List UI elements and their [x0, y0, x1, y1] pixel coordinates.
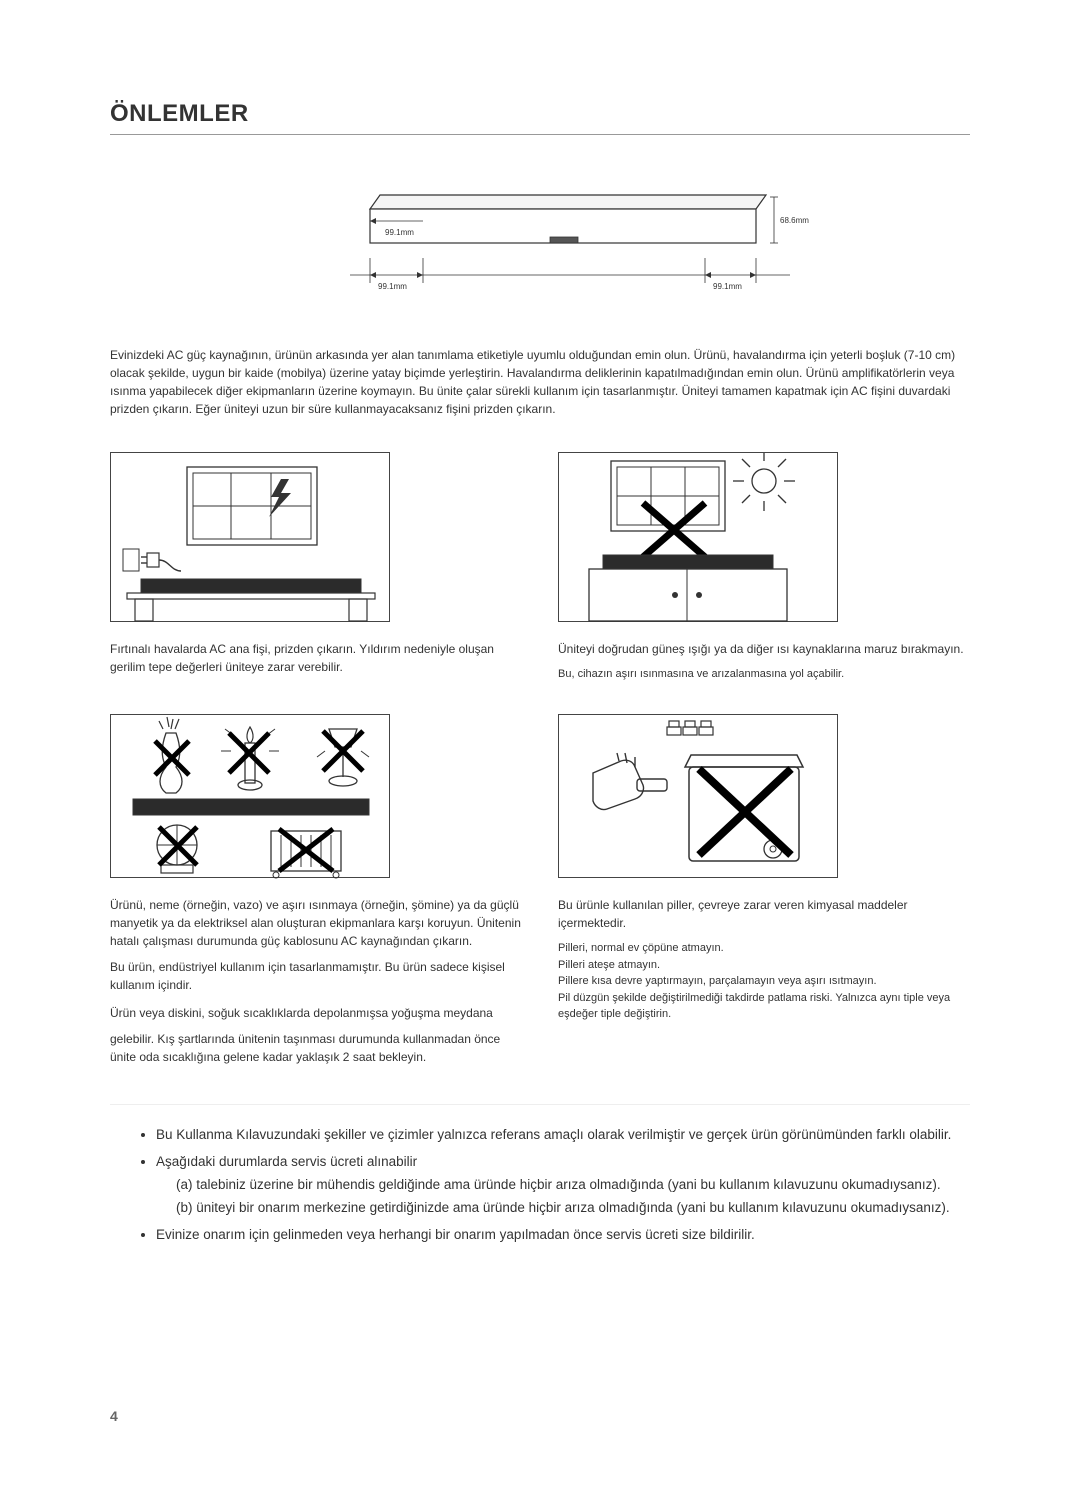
illus-batteries — [558, 714, 838, 878]
illus-sunlight — [558, 452, 838, 622]
caption-bat-a: Bu ürünle kullanılan piller, çevreye zar… — [558, 896, 970, 932]
caption-haz-a: Ürünü, neme (örneğin, vazo) ve aşırı ısı… — [110, 896, 522, 950]
dim-bottom-right: 99.1mm — [713, 282, 742, 291]
soundbar-diagram: 68.6mm 99.1mm 99.1mm 99.1mm — [110, 163, 970, 318]
caption-bat-c: Pilleri ateşe atmayın. — [558, 957, 970, 974]
bullet-3: Evinize onarım için gelinmeden veya herh… — [156, 1225, 970, 1246]
bullet-2b: (b) üniteyi bir onarım merkezine getirdi… — [156, 1198, 970, 1219]
caption-bat-e: Pil düzgün şekilde değiştirilmediği takd… — [558, 990, 970, 1023]
caption-sun-a: Üniteyi doğrudan güneş ışığı ya da diğer… — [558, 640, 970, 658]
caption-haz-b: Bu ürün, endüstriyel kullanım için tasar… — [110, 958, 522, 994]
caption-storm: Fırtınalı havalarda AC ana fişi, prizden… — [110, 640, 522, 676]
bullet-2-text: Aşağıdaki durumlarda servis ücreti alına… — [156, 1154, 417, 1169]
bullet-2: Aşağıdaki durumlarda servis ücreti alına… — [156, 1152, 970, 1219]
intro-paragraph: Evinizdeki AC güç kaynağının, ürünün ark… — [110, 346, 970, 418]
caption-haz-d: gelebilir. Kış şartlarında ünitenin taşı… — [110, 1030, 522, 1066]
page-number: 4 — [110, 1408, 118, 1424]
page-title: ÖNLEMLER — [110, 100, 970, 135]
caption-haz-c: Ürün veya diskini, soğuk sıcaklıklarda d… — [110, 1004, 522, 1022]
dim-left: 99.1mm — [385, 228, 414, 237]
caption-bat-b: Pilleri, normal ev çöpüne atmayın. — [558, 940, 970, 957]
dim-bottom-left: 99.1mm — [378, 282, 407, 291]
caption-bat-d: Pillere kısa devre yaptırmayın, parçalam… — [558, 973, 970, 990]
notes-section: Bu Kullanma Kılavuzundaki şekiller ve çi… — [110, 1104, 970, 1246]
bullet-1: Bu Kullanma Kılavuzundaki şekiller ve çi… — [156, 1125, 970, 1146]
bullet-2a: (a) talebiniz üzerine bir mühendis geldi… — [156, 1175, 970, 1196]
dim-height: 68.6mm — [780, 216, 809, 225]
caption-sun-b: Bu, cihazın aşırı ısınmasına ve arızalan… — [558, 666, 970, 683]
illus-storm — [110, 452, 390, 622]
illus-hazards — [110, 714, 390, 878]
